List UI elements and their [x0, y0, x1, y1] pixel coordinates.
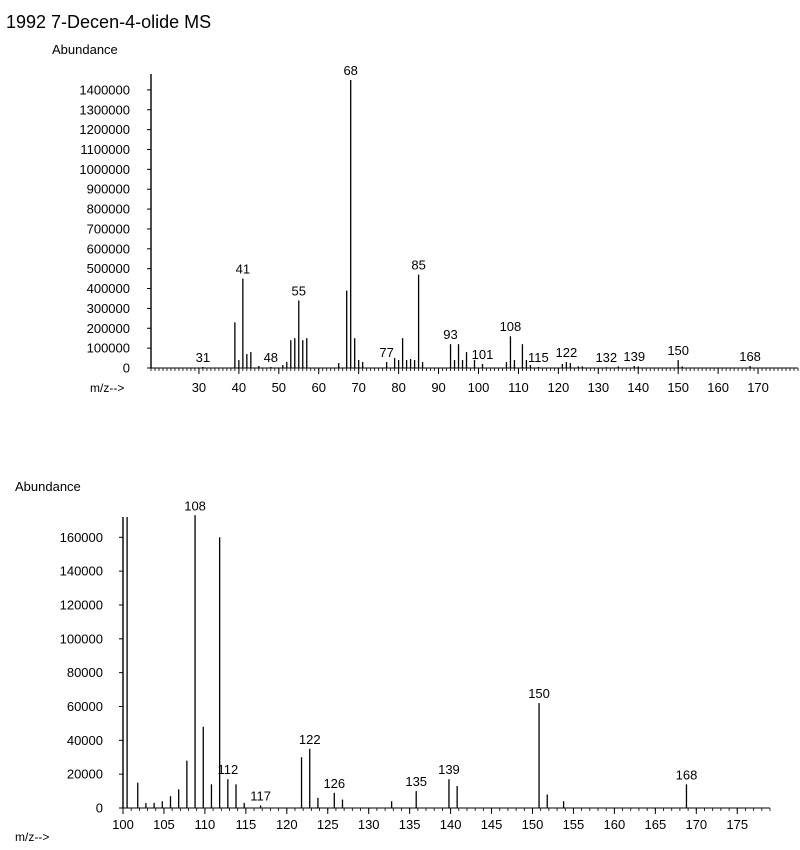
y-tick-label: 400000 — [87, 281, 130, 296]
x-tick-label: 125 — [317, 817, 339, 832]
peak-label: 122 — [556, 345, 578, 360]
y-tick-label: 900000 — [87, 182, 130, 197]
y-tick-label: 160000 — [60, 530, 103, 545]
x-tick-label: 140 — [440, 817, 462, 832]
x-tick-label: 150 — [667, 380, 689, 395]
peak-label: 55 — [292, 283, 306, 298]
peak-label: 126 — [323, 776, 345, 791]
y-tick-label: 200000 — [87, 321, 130, 336]
x-tick-label: 60 — [312, 380, 326, 395]
peak-label: 112 — [217, 762, 238, 777]
peak-label: 77 — [379, 345, 393, 360]
peak-label: 101 — [472, 347, 494, 362]
y-tick-label: 0 — [123, 361, 130, 376]
x-tick-label: 40 — [232, 380, 246, 395]
peak-label: 168 — [739, 349, 761, 364]
x-tick-label: 140 — [627, 380, 649, 395]
x-tick-label: 170 — [747, 380, 769, 395]
x-tick-label: 155 — [563, 817, 585, 832]
x-tick-label: 120 — [276, 817, 298, 832]
x-axis-title: m/z--> — [90, 381, 124, 395]
peak-label: 41 — [236, 262, 250, 277]
y-tick-label: 20000 — [67, 767, 103, 782]
y-tick-label: 120000 — [60, 597, 103, 612]
peak-label: 139 — [438, 762, 460, 777]
x-tick-label: 150 — [522, 817, 544, 832]
peak-label: 85 — [411, 258, 425, 273]
x-tick-label: 170 — [685, 817, 707, 832]
peak-label: 150 — [667, 343, 689, 358]
x-tick-label: 160 — [604, 817, 626, 832]
y-tick-label: 700000 — [87, 221, 130, 236]
peak-label: 135 — [405, 774, 427, 789]
y-tick-label: 1300000 — [79, 102, 130, 117]
x-tick-label: 30 — [192, 380, 206, 395]
y-tick-label: 100000 — [60, 631, 103, 646]
x-tick-label: 165 — [644, 817, 666, 832]
y-tick-label: 300000 — [87, 301, 130, 316]
y-tick-label: 500000 — [87, 261, 130, 276]
peak-label: 31 — [196, 350, 210, 365]
y-tick-label: 100000 — [87, 341, 130, 356]
y-axis-title: Abundance — [52, 42, 118, 57]
y-tick-label: 40000 — [67, 733, 103, 748]
peak-label: 93 — [443, 327, 457, 342]
x-tick-label: 115 — [235, 817, 256, 832]
y-tick-label: 80000 — [67, 665, 103, 680]
y-tick-label: 140000 — [60, 564, 103, 579]
peak-label: 139 — [623, 349, 645, 364]
x-tick-label: 110 — [508, 380, 529, 395]
y-tick-label: 1100000 — [80, 142, 130, 157]
y-tick-label: 800000 — [87, 202, 130, 217]
peak-label: 108 — [184, 498, 206, 513]
x-tick-label: 80 — [391, 380, 405, 395]
y-tick-label: 1000000 — [79, 162, 130, 177]
x-tick-label: 90 — [431, 380, 445, 395]
peak-label: 48 — [264, 350, 278, 365]
x-tick-label: 50 — [272, 380, 286, 395]
x-tick-label: 120 — [548, 380, 570, 395]
peak-label: 150 — [528, 686, 550, 701]
y-axis-title: Abundance — [15, 479, 81, 494]
chart-zoomed-spectrum: Abundance m/z--> 100 105 110 115 120 125 130 135 1… — [15, 479, 771, 844]
peak-label: 122 — [299, 732, 321, 747]
y-tick-label: 0 — [96, 801, 103, 816]
peak-label: 108 — [500, 319, 522, 334]
peak-label: 132 — [595, 350, 617, 365]
chart-full-spectrum: Abundance m/z--> 30 40 50 60 70 80 90 100 110 120 13… — [52, 42, 799, 395]
x-tick-label: 175 — [726, 817, 748, 832]
x-tick-label: 70 — [351, 380, 365, 395]
y-tick-label: 60000 — [67, 699, 103, 714]
x-tick-label: 130 — [587, 380, 609, 395]
y-tick-label: 600000 — [87, 241, 130, 256]
x-tick-label: 135 — [399, 817, 421, 832]
x-tick-label: 145 — [481, 817, 503, 832]
x-axis-title: m/z--> — [15, 830, 49, 844]
x-tick-label: 160 — [707, 380, 729, 395]
x-tick-label: 130 — [358, 817, 380, 832]
y-tick-label: 1200000 — [79, 122, 130, 137]
peak-label: 117 — [250, 788, 271, 803]
peak-label: 68 — [343, 63, 357, 78]
page-title: 1992 7-Decen-4-olide MS — [6, 12, 212, 32]
x-tick-label: 100 — [468, 380, 490, 395]
x-tick-label: 100 — [112, 817, 134, 832]
x-tick-label: 105 — [153, 817, 175, 832]
y-tick-label: 1400000 — [79, 82, 130, 97]
x-tick-label: 110 — [195, 817, 216, 832]
peak-label: 168 — [676, 767, 698, 782]
peak-label: 115 — [528, 350, 549, 365]
